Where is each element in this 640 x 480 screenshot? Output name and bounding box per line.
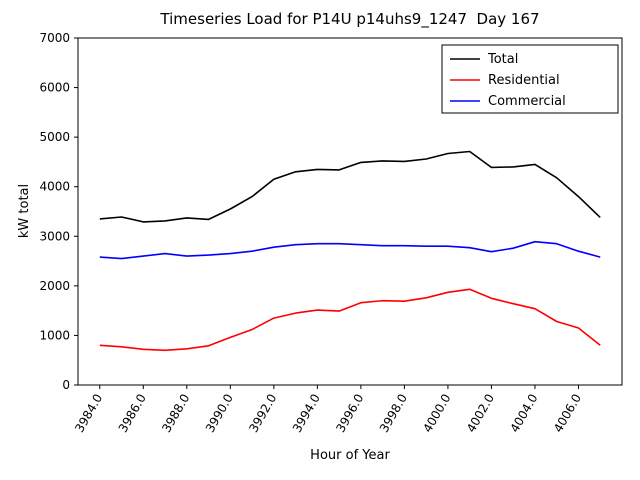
legend-label: Total: [487, 52, 518, 67]
x-tick-label: 4000.0: [420, 392, 453, 435]
y-tick-label: 6000: [39, 81, 70, 95]
x-tick-label: 3984.0: [72, 392, 105, 435]
series-line-commercial: [99, 240, 601, 260]
y-tick-label: 3000: [39, 229, 70, 243]
x-tick-label: 3992.0: [246, 392, 279, 435]
series-line-total: [99, 150, 601, 223]
x-tick-label: 3988.0: [159, 392, 192, 435]
x-tick-label: 3990.0: [203, 392, 236, 435]
legend-label: Commercial: [488, 94, 566, 109]
legend-box: [441, 44, 619, 114]
x-axis-label: Hour of Year: [310, 448, 390, 463]
chart-title: Timeseries Load for P14U p14uhs9_1247 Da…: [160, 10, 540, 28]
x-tick-label: 3998.0: [377, 392, 410, 435]
x-tick-label: 3996.0: [333, 392, 366, 435]
x-tick-label: 4006.0: [551, 392, 584, 435]
x-tick-label: 3994.0: [290, 392, 323, 435]
axes-frame: [77, 37, 623, 386]
y-tick-label: 5000: [39, 130, 70, 144]
y-axis-label: kW total: [17, 183, 32, 239]
y-tick-label: 7000: [39, 31, 70, 45]
legend-label: Residential: [488, 73, 560, 88]
legend: Total Residential Commercial: [441, 44, 619, 114]
x-tick-label: 3986.0: [116, 392, 149, 435]
y-tick-label: 2000: [39, 279, 70, 293]
y-tick-label: 0: [62, 378, 70, 392]
x-tick-label: 4004.0: [507, 392, 540, 435]
series-line-residential: [99, 288, 601, 352]
x-tick-label: 4002.0: [464, 392, 497, 435]
y-tick-label: 1000: [39, 328, 70, 342]
y-tick-label: 4000: [39, 180, 70, 194]
